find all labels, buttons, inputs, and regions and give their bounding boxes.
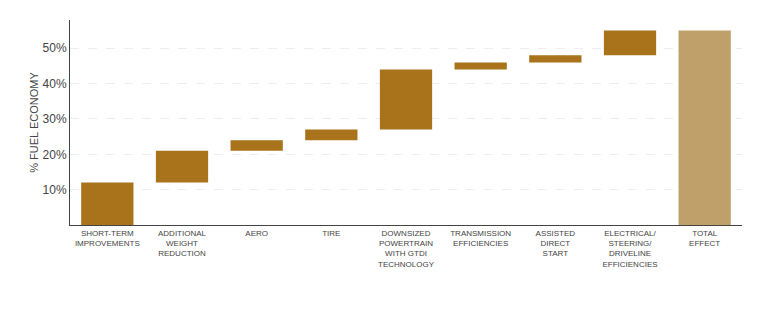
svg-text:AERO: AERO [245, 229, 268, 238]
svg-text:20%: 20% [43, 148, 67, 162]
svg-text:SHORT-TERMIMPROVEMENTS: SHORT-TERMIMPROVEMENTS [75, 229, 140, 248]
svg-text:30%: 30% [43, 112, 67, 126]
svg-text:DOWNSIZEDPOWERTRAINWITH GTDITE: DOWNSIZEDPOWERTRAINWITH GTDITECHNOLOGY [378, 229, 435, 269]
svg-text:TIRE: TIRE [322, 229, 340, 238]
svg-text:% FUEL ECONOMY: % FUEL ECONOMY [28, 72, 40, 173]
svg-text:40%: 40% [43, 77, 67, 91]
svg-text:TRANSMISSIONEFFICIENCIES: TRANSMISSIONEFFICIENCIES [450, 229, 511, 248]
svg-text:ADDITIONALWEIGHTREDUCTION: ADDITIONALWEIGHTREDUCTION [158, 229, 207, 259]
svg-text:ELECTRICAL/STEERING/DRIVELINEE: ELECTRICAL/STEERING/DRIVELINEEFFICIENCIE… [602, 229, 657, 269]
svg-text:TOTALEFFECT: TOTALEFFECT [689, 229, 720, 248]
svg-text:10%: 10% [43, 183, 67, 197]
svg-text:ASSISTEDDIRECTSTART: ASSISTEDDIRECTSTART [536, 229, 576, 259]
svg-text:50%: 50% [43, 41, 67, 55]
